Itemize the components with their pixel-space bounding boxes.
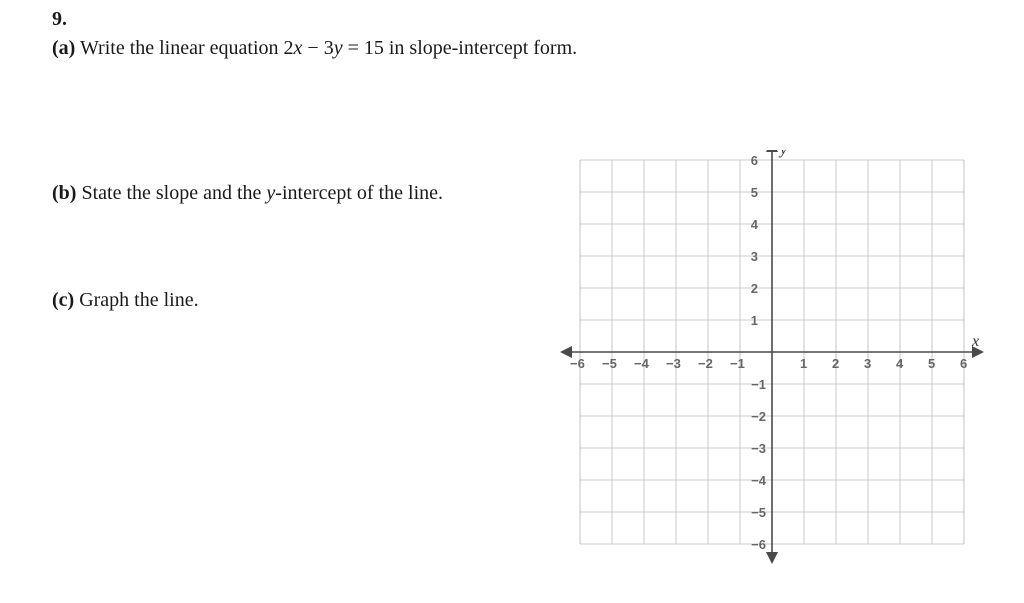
svg-text:3: 3 [751, 249, 758, 264]
coordinate-grid: y x −6 −5 −4 −3 −2 −1 1 2 3 4 5 6 1 2 3 4 5 6 −1 −2 −3 −4 −5 −6 [560, 150, 1015, 590]
svg-text:6: 6 [751, 153, 758, 168]
svg-text:−1: −1 [751, 377, 766, 392]
part-b-text: State the slope and the [81, 182, 266, 204]
svg-text:−2: −2 [751, 409, 766, 424]
svg-text:−5: −5 [602, 356, 617, 371]
svg-text:−1: −1 [730, 356, 745, 371]
part-a-equation: 2x − 3y = 15 [284, 37, 384, 59]
part-c-text: Graph the line. [79, 289, 198, 311]
svg-text:−3: −3 [666, 356, 681, 371]
part-a-label: (a) [52, 37, 75, 59]
svg-text:4: 4 [896, 356, 904, 371]
part-a-post: in slope-intercept form. [384, 37, 577, 59]
svg-text:−3: −3 [751, 441, 766, 456]
svg-text:1: 1 [751, 313, 758, 328]
svg-text:2: 2 [751, 281, 758, 296]
svg-text:−6: −6 [751, 537, 766, 552]
part-b-y: y [266, 182, 275, 204]
part-c-label: (c) [52, 289, 74, 311]
svg-text:6: 6 [960, 356, 967, 371]
svg-text:−4: −4 [634, 356, 650, 371]
svg-text:x: x [971, 333, 979, 350]
svg-text:4: 4 [751, 217, 759, 232]
svg-text:2: 2 [832, 356, 839, 371]
part-b-text2: -intercept of the line. [275, 182, 443, 204]
svg-text:5: 5 [928, 356, 935, 371]
question-number: 9. [52, 8, 992, 31]
svg-text:5: 5 [751, 185, 758, 200]
svg-text:−4: −4 [751, 473, 767, 488]
svg-text:−2: −2 [698, 356, 713, 371]
svg-text:−6: −6 [570, 356, 585, 371]
svg-text:−5: −5 [751, 505, 766, 520]
svg-text:3: 3 [864, 356, 871, 371]
part-b-label: (b) [52, 182, 76, 204]
svg-text:y: y [778, 150, 788, 158]
svg-text:1: 1 [800, 356, 807, 371]
part-a-line: (a) Write the linear equation 2x − 3y = … [52, 35, 992, 62]
part-a-pre: Write the linear equation [80, 37, 284, 59]
